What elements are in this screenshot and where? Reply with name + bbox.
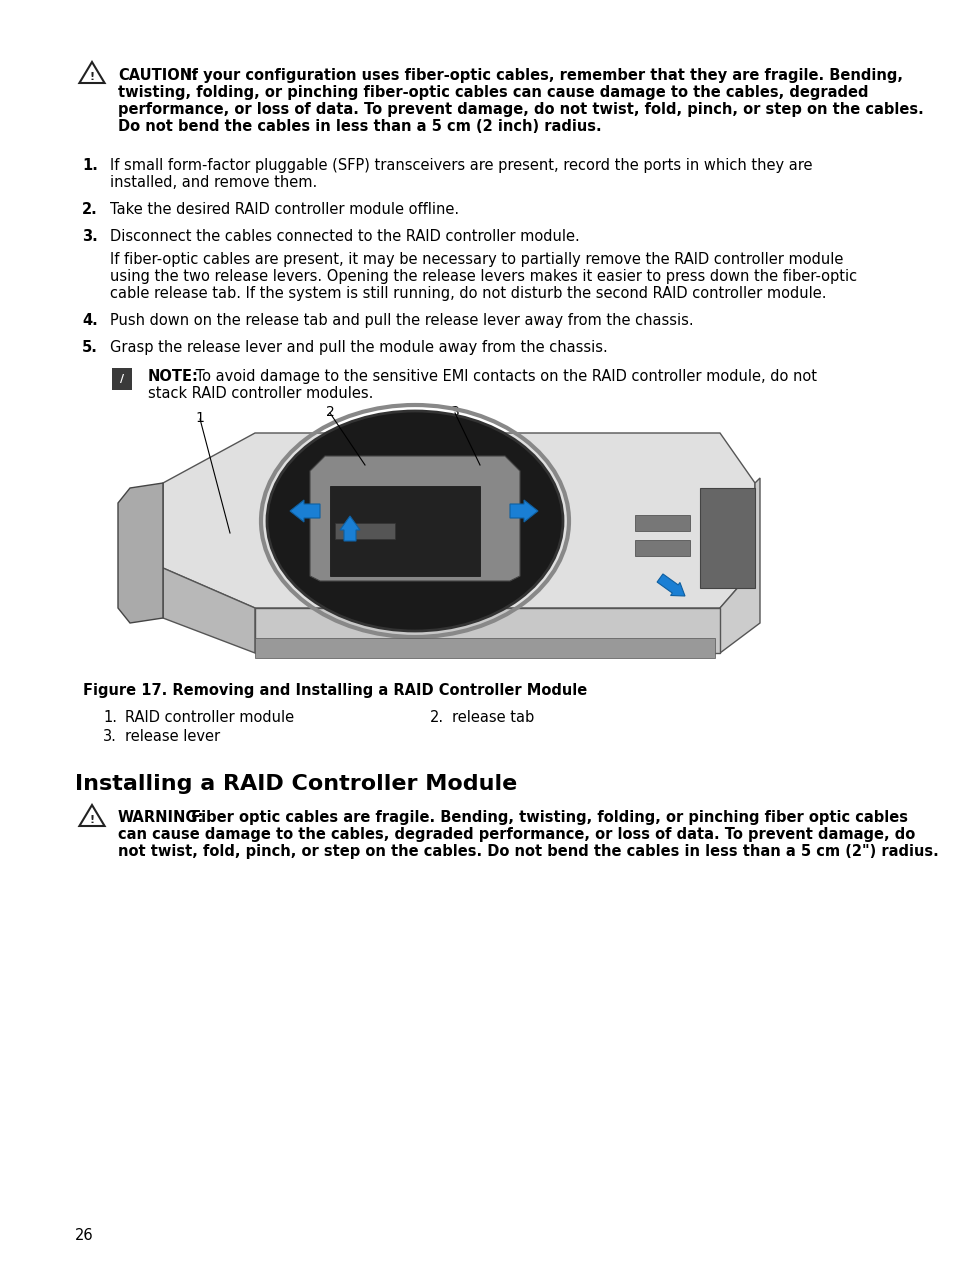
- Text: 3.: 3.: [103, 729, 117, 744]
- Text: 2.: 2.: [430, 710, 444, 725]
- Polygon shape: [118, 483, 163, 623]
- Text: using the two release levers. Opening the release levers makes it easier to pres: using the two release levers. Opening th…: [110, 269, 856, 284]
- Text: release tab: release tab: [452, 710, 534, 725]
- Text: !: !: [90, 72, 94, 82]
- FancyBboxPatch shape: [635, 515, 689, 531]
- Text: Figure 17. Removing and Installing a RAID Controller Module: Figure 17. Removing and Installing a RAI…: [83, 683, 587, 697]
- Text: 1.: 1.: [103, 710, 117, 725]
- FancyBboxPatch shape: [635, 540, 689, 555]
- Text: twisting, folding, or pinching fiber-optic cables can cause damage to the cables: twisting, folding, or pinching fiber-opt…: [118, 85, 867, 100]
- Text: Grasp the release lever and pull the module away from the chassis.: Grasp the release lever and pull the mod…: [110, 340, 607, 355]
- FancyBboxPatch shape: [112, 368, 132, 391]
- Text: Push down on the release tab and pull the release lever away from the chassis.: Push down on the release tab and pull th…: [110, 313, 693, 328]
- Text: installed, and remove them.: installed, and remove them.: [110, 175, 317, 190]
- Text: 2.: 2.: [82, 202, 97, 217]
- Polygon shape: [720, 478, 760, 653]
- Text: can cause damage to the cables, degraded performance, or loss of data. To preven: can cause damage to the cables, degraded…: [118, 827, 914, 842]
- Text: Do not bend the cables in less than a 5 cm (2 inch) radius.: Do not bend the cables in less than a 5 …: [118, 119, 601, 134]
- Text: Installing a RAID Controller Module: Installing a RAID Controller Module: [75, 773, 517, 794]
- FancyBboxPatch shape: [254, 638, 714, 658]
- Text: NOTE:: NOTE:: [148, 369, 198, 384]
- Text: Fiber optic cables are fragile. Bending, twisting, folding, or pinching fiber op: Fiber optic cables are fragile. Bending,…: [186, 810, 907, 825]
- Polygon shape: [310, 456, 519, 581]
- Text: 3: 3: [450, 404, 459, 418]
- Text: /: /: [120, 374, 124, 384]
- Text: To avoid damage to the sensitive EMI contacts on the RAID controller module, do : To avoid damage to the sensitive EMI con…: [191, 369, 816, 384]
- Text: If small form-factor pluggable (SFP) transceivers are present, record the ports : If small form-factor pluggable (SFP) tra…: [110, 158, 812, 172]
- Text: 2: 2: [325, 404, 334, 418]
- Text: Take the desired RAID controller module offline.: Take the desired RAID controller module …: [110, 202, 458, 217]
- Text: 4.: 4.: [82, 313, 97, 328]
- FancyBboxPatch shape: [700, 488, 754, 588]
- FancyArrow shape: [510, 500, 537, 522]
- FancyArrow shape: [339, 516, 359, 541]
- Text: 1.: 1.: [82, 158, 98, 172]
- Polygon shape: [330, 486, 479, 576]
- Text: performance, or loss of data. To prevent damage, do not twist, fold, pinch, or s: performance, or loss of data. To prevent…: [118, 101, 923, 117]
- FancyArrow shape: [657, 574, 684, 596]
- Text: If your configuration uses fiber-optic cables, remember that they are fragile. B: If your configuration uses fiber-optic c…: [181, 68, 902, 82]
- Text: cable release tab. If the system is still running, do not disturb the second RAI: cable release tab. If the system is stil…: [110, 287, 825, 301]
- Text: If fiber-optic cables are present, it may be necessary to partially remove the R: If fiber-optic cables are present, it ma…: [110, 252, 842, 268]
- Text: 5.: 5.: [82, 340, 98, 355]
- Polygon shape: [163, 568, 254, 653]
- Ellipse shape: [267, 411, 562, 631]
- Text: stack RAID controller modules.: stack RAID controller modules.: [148, 385, 373, 401]
- FancyArrow shape: [290, 500, 319, 522]
- Text: WARNING:: WARNING:: [118, 810, 204, 825]
- Text: CAUTION:: CAUTION:: [118, 68, 198, 82]
- FancyBboxPatch shape: [335, 522, 395, 539]
- Polygon shape: [254, 607, 720, 653]
- Polygon shape: [163, 432, 754, 607]
- Text: RAID controller module: RAID controller module: [125, 710, 294, 725]
- Text: release lever: release lever: [125, 729, 220, 744]
- Text: 26: 26: [75, 1227, 93, 1243]
- Text: 3.: 3.: [82, 230, 97, 243]
- Text: Disconnect the cables connected to the RAID controller module.: Disconnect the cables connected to the R…: [110, 230, 579, 243]
- Text: not twist, fold, pinch, or step on the cables. Do not bend the cables in less th: not twist, fold, pinch, or step on the c…: [118, 844, 938, 858]
- Text: !: !: [90, 815, 94, 825]
- Text: 1: 1: [195, 411, 204, 425]
